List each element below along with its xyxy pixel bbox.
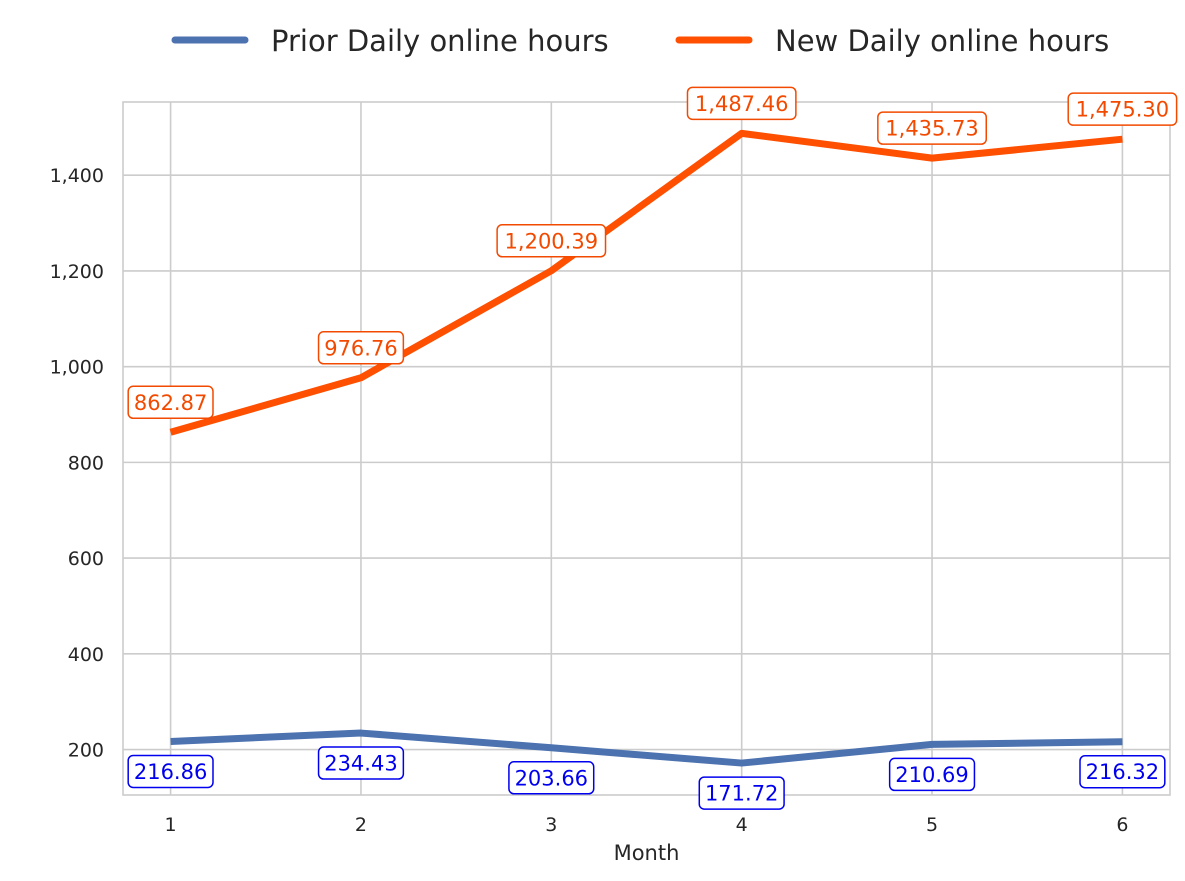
data-label-text: 976.76 <box>324 336 397 360</box>
y-tick-label: 400 <box>68 644 104 666</box>
data-label-text: 171.72 <box>705 782 778 806</box>
data-label-text: 862.87 <box>134 391 207 415</box>
data-label-text: 1,487.46 <box>695 92 789 116</box>
data-label-box <box>877 111 987 145</box>
data-label-box <box>127 754 214 789</box>
x-tick-label: 2 <box>355 814 367 836</box>
plot-frame <box>122 101 1171 796</box>
y-tick-label: 1,000 <box>50 357 104 379</box>
y-tick-label: 1,200 <box>50 261 104 283</box>
data-label-1: 203.66 <box>508 761 595 795</box>
series-line-2 <box>169 129 1123 436</box>
y-tick-label: 800 <box>68 452 104 474</box>
data-label-box <box>888 757 976 792</box>
data-label-text: 216.86 <box>134 760 207 784</box>
data-label-box <box>1067 92 1178 126</box>
data-label-text: 210.69 <box>895 763 968 787</box>
data-label-2: 1,200.39 <box>496 224 607 258</box>
data-label-box <box>698 776 785 810</box>
data-label-2: 1,487.46 <box>686 86 797 121</box>
data-label-text: 203.66 <box>515 766 588 790</box>
x-tick-label: 4 <box>736 814 748 836</box>
data-label-2: 862.87 <box>127 385 214 420</box>
data-label-1: 216.32 <box>1079 754 1166 789</box>
data-label-1: 210.69 <box>888 757 976 792</box>
data-label-text: 234.43 <box>324 752 397 776</box>
x-tick-label: 6 <box>1116 814 1128 836</box>
data-labels: 216.86 234.43 203.66 171.72 210.69 216.32 862.… <box>127 86 1178 810</box>
data-label-2: 1,435.73 <box>877 111 987 145</box>
x-axis-title: Month <box>614 841 680 865</box>
legend-label-2: New Daily online hours <box>775 24 1109 58</box>
axis-ticks: 1 2 3 4 5 6 200 400 600 800 1,000 1,200 1,400 <box>50 165 1129 836</box>
data-label-box <box>127 385 214 420</box>
legend-label-1: Prior Daily online hours <box>271 24 609 58</box>
data-label-text: 1,475.30 <box>1076 98 1170 122</box>
data-label-text: 1,200.39 <box>505 229 599 253</box>
data-label-box <box>508 761 595 795</box>
x-tick-label: 1 <box>165 814 177 836</box>
data-label-box <box>1079 754 1166 789</box>
data-label-box <box>496 224 607 258</box>
data-label-1: 171.72 <box>698 776 785 810</box>
data-label-text: 1,435.73 <box>885 117 979 141</box>
data-label-box <box>686 86 797 121</box>
data-label-text: 216.32 <box>1086 760 1159 784</box>
series-line-1 <box>170 729 1123 767</box>
series-lines <box>169 129 1123 767</box>
data-label-1: 216.86 <box>127 754 214 789</box>
y-tick-label: 200 <box>68 740 104 762</box>
data-label-2: 1,475.30 <box>1067 92 1178 126</box>
data-label-2: 976.76 <box>317 331 405 365</box>
x-tick-label: 3 <box>545 814 557 836</box>
y-tick-label: 600 <box>68 548 104 570</box>
data-label-1: 234.43 <box>317 746 405 780</box>
y-tick-label: 1,400 <box>50 165 104 187</box>
data-label-box <box>317 746 405 780</box>
data-label-box <box>317 331 405 365</box>
legend: Prior Daily online hours New Daily online… <box>171 24 1109 58</box>
x-tick-label: 5 <box>926 814 938 836</box>
grid <box>123 102 1170 795</box>
